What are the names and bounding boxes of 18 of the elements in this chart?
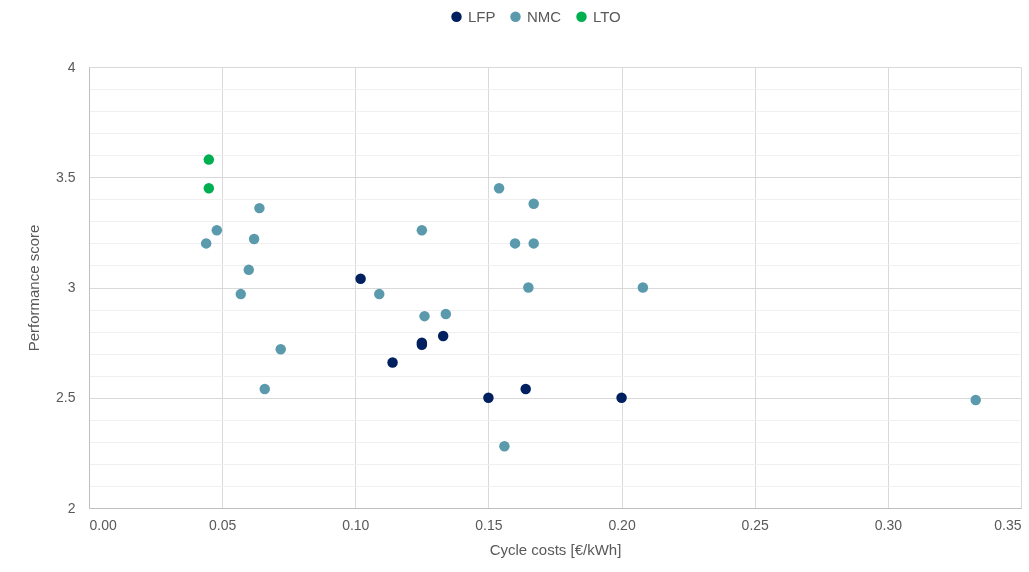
y-tick-label: 3 [67,279,76,295]
y-axis-title: Performance score [25,224,43,352]
y-tick-label: 4 [67,58,76,75]
x-tick-label: 0.30 [874,516,903,533]
x-tick-label: 0.05 [209,516,237,533]
y-tick-label: 2 [67,499,76,516]
legend-label: NMC [527,7,562,25]
x-tick-label: 0.35 [994,516,1022,533]
x-axis-title: Cycle costs [€/kWh] [489,540,622,558]
legend-label: LTO [593,7,621,25]
y-tick-label: 2.5 [56,389,76,406]
x-tick-label: 0.20 [608,516,636,533]
x-tick-label: 0.10 [342,516,370,533]
x-tick-label: 0.00 [89,516,117,533]
legend-label: LFP [468,7,496,25]
x-tick-label: 0.15 [475,516,503,533]
x-tick-label: 0.25 [741,516,770,533]
y-tick-label: 3.5 [56,168,76,185]
